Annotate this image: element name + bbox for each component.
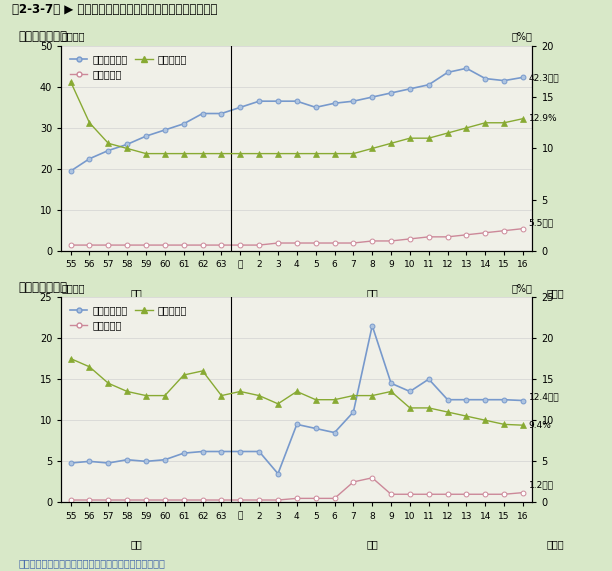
Text: 昭和: 昭和	[131, 540, 143, 549]
Text: （年）: （年）	[547, 288, 564, 298]
Legend: 特許出願件数, うち外国人, 外国人割合: 特許出願件数, うち外国人, 外国人割合	[66, 51, 191, 83]
Text: 5.5万件: 5.5万件	[529, 218, 554, 227]
Text: 第2-3-7図 ▶ 我が国における特許出願及び登録件数の推移: 第2-3-7図 ▶ 我が国における特許出願及び登録件数の推移	[12, 3, 218, 16]
Text: 12.9%: 12.9%	[529, 114, 558, 123]
Text: 平成: 平成	[367, 540, 378, 549]
Text: （万件）: （万件）	[61, 31, 84, 42]
Text: 資料：特許庁「特許庁年報」、「特許行政年次報告書」: 資料：特許庁「特許庁年報」、「特許行政年次報告書」	[18, 558, 165, 568]
Text: 1.2万件: 1.2万件	[529, 480, 554, 489]
Text: （年）: （年）	[547, 540, 564, 549]
Text: （%）: （%）	[512, 31, 532, 42]
Text: （万件）: （万件）	[61, 283, 84, 293]
Text: （２）登録件数: （２）登録件数	[18, 281, 67, 294]
Text: 平成: 平成	[367, 288, 378, 298]
Text: 昭和: 昭和	[131, 288, 143, 298]
Text: 9.4%: 9.4%	[529, 421, 551, 430]
Text: （１）出願件数: （１）出願件数	[18, 30, 67, 43]
Legend: 特許登録件数, うち外国人, 外国人割合: 特許登録件数, うち外国人, 外国人割合	[66, 302, 191, 335]
Text: 12.4万件: 12.4万件	[529, 392, 559, 401]
Text: （%）: （%）	[512, 283, 532, 293]
Text: 42.3万件: 42.3万件	[529, 73, 559, 82]
